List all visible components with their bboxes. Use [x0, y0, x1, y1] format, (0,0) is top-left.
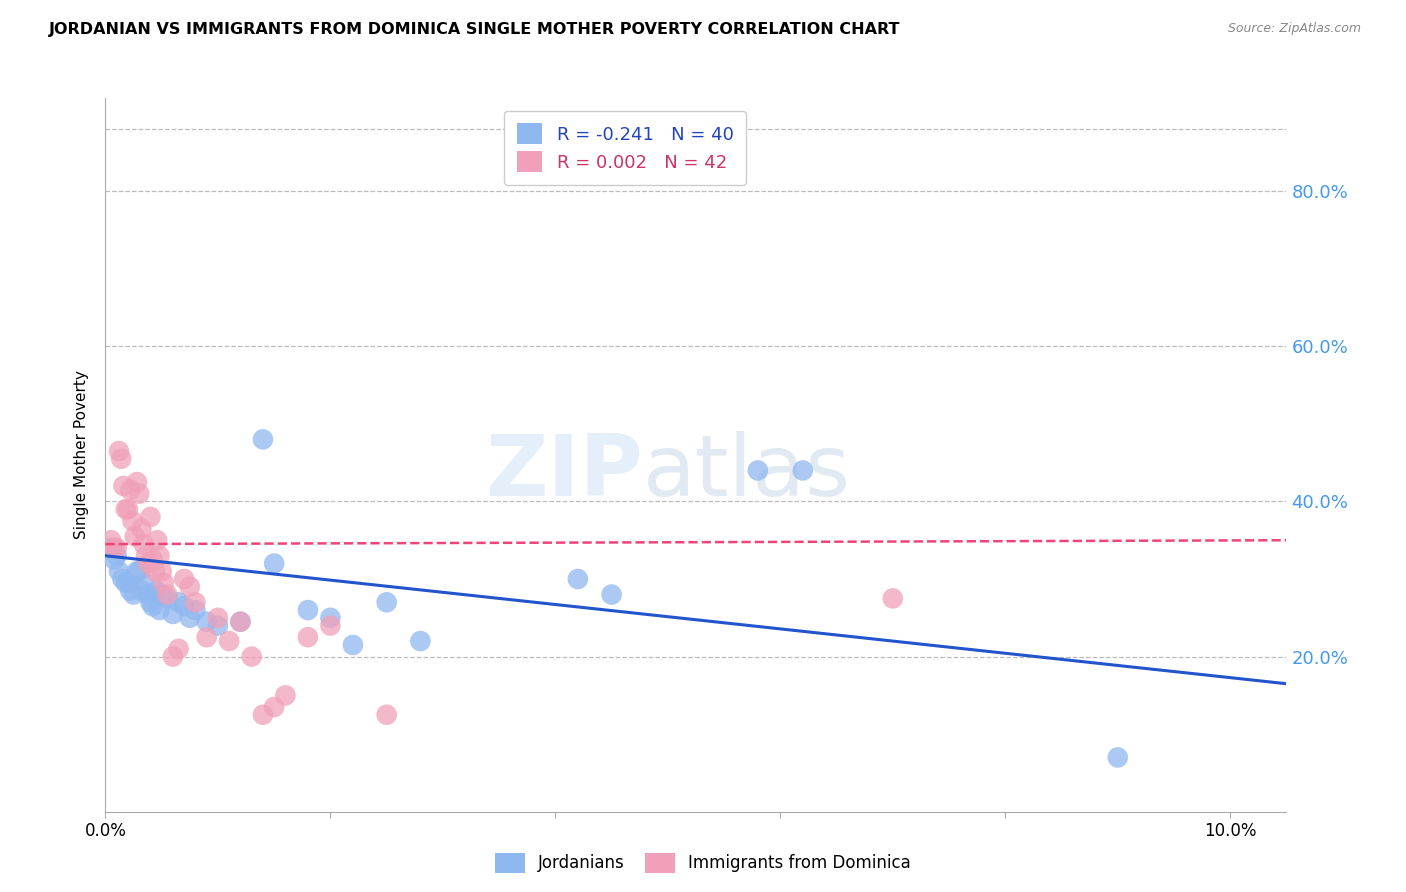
Point — [207, 618, 229, 632]
Point — [229, 615, 252, 629]
Point — [173, 599, 195, 614]
Point — [100, 533, 122, 548]
Point — [142, 552, 165, 566]
Point — [375, 707, 398, 722]
Point — [121, 514, 143, 528]
Point — [128, 564, 150, 578]
Point — [122, 588, 145, 602]
Point — [162, 607, 184, 621]
Legend: Jordanians, Immigrants from Dominica: Jordanians, Immigrants from Dominica — [488, 847, 918, 880]
Point — [218, 634, 240, 648]
Point — [195, 615, 218, 629]
Point — [134, 575, 156, 590]
Point — [135, 549, 157, 563]
Point — [145, 583, 167, 598]
Point — [153, 575, 176, 590]
Point — [184, 603, 207, 617]
Point — [136, 557, 159, 571]
Point — [124, 529, 146, 543]
Point — [195, 630, 218, 644]
Point — [103, 541, 125, 555]
Point — [120, 583, 142, 598]
Point — [184, 595, 207, 609]
Point — [167, 641, 190, 656]
Legend: R = -0.241   N = 40, R = 0.002   N = 42: R = -0.241 N = 40, R = 0.002 N = 42 — [505, 111, 747, 185]
Point — [136, 588, 159, 602]
Point — [252, 433, 274, 447]
Point — [156, 588, 179, 602]
Point — [173, 572, 195, 586]
Point — [120, 483, 142, 497]
Point — [274, 689, 297, 703]
Point — [240, 649, 263, 664]
Point — [131, 583, 153, 598]
Point — [143, 564, 166, 578]
Point — [125, 475, 148, 489]
Point — [142, 599, 165, 614]
Point — [148, 549, 170, 563]
Point — [567, 572, 589, 586]
Point — [150, 564, 173, 578]
Point — [131, 522, 153, 536]
Point — [117, 502, 139, 516]
Point — [103, 552, 125, 566]
Point — [882, 591, 904, 606]
Point — [179, 611, 201, 625]
Point — [179, 580, 201, 594]
Point — [146, 533, 169, 548]
Point — [229, 615, 252, 629]
Point — [252, 707, 274, 722]
Point — [150, 588, 173, 602]
Point — [139, 595, 162, 609]
Point — [342, 638, 364, 652]
Point — [297, 603, 319, 617]
Point — [162, 649, 184, 664]
Point — [156, 591, 179, 606]
Point — [747, 463, 769, 477]
Point — [297, 630, 319, 644]
Point — [108, 564, 131, 578]
Point — [128, 486, 150, 500]
Point — [105, 541, 128, 555]
Point — [100, 541, 122, 555]
Point — [108, 444, 131, 458]
Point — [105, 549, 128, 563]
Point — [125, 564, 148, 578]
Text: JORDANIAN VS IMMIGRANTS FROM DOMINICA SINGLE MOTHER POVERTY CORRELATION CHART: JORDANIAN VS IMMIGRANTS FROM DOMINICA SI… — [49, 22, 901, 37]
Point — [263, 700, 285, 714]
Point — [111, 572, 134, 586]
Point — [792, 463, 814, 477]
Point — [207, 611, 229, 625]
Text: ZIP: ZIP — [485, 431, 643, 515]
Point — [112, 479, 135, 493]
Text: atlas: atlas — [643, 431, 851, 515]
Point — [375, 595, 398, 609]
Point — [117, 575, 139, 590]
Point — [319, 618, 342, 632]
Point — [319, 611, 342, 625]
Point — [114, 502, 136, 516]
Point — [139, 510, 162, 524]
Point — [114, 575, 136, 590]
Point — [409, 634, 432, 648]
Point — [132, 537, 155, 551]
Y-axis label: Single Mother Poverty: Single Mother Poverty — [75, 370, 90, 540]
Point — [263, 557, 285, 571]
Text: Source: ZipAtlas.com: Source: ZipAtlas.com — [1227, 22, 1361, 36]
Point — [148, 603, 170, 617]
Point — [1107, 750, 1129, 764]
Point — [167, 595, 190, 609]
Point — [110, 451, 132, 466]
Point — [600, 588, 623, 602]
